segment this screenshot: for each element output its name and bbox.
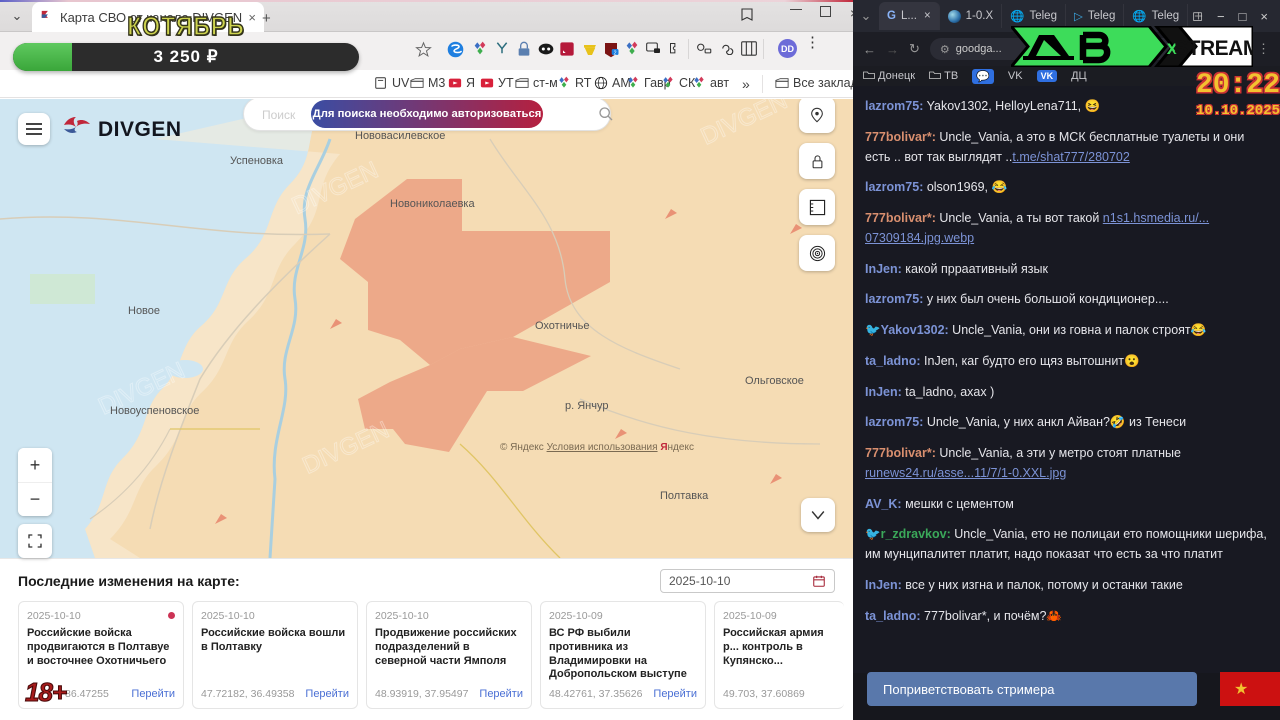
svg-text:Охотничье: Охотничье [535, 320, 590, 332]
svg-text:Ольговское: Ольговское [745, 375, 804, 387]
svg-text:2: 2 [614, 50, 617, 56]
svg-text:Новоуспеновское: Новоуспеновское [110, 405, 199, 417]
svg-text:STREAM: STREAM [1174, 37, 1253, 60]
svg-text:Полтавка: Полтавка [660, 490, 709, 502]
svg-text:Новое: Новое [128, 305, 160, 317]
svg-text:р. Янчур: р. Янчур [565, 400, 608, 412]
svg-text:Новониколаевка: Новониколаевка [390, 198, 475, 210]
svg-text:★: ★ [1234, 681, 1248, 698]
